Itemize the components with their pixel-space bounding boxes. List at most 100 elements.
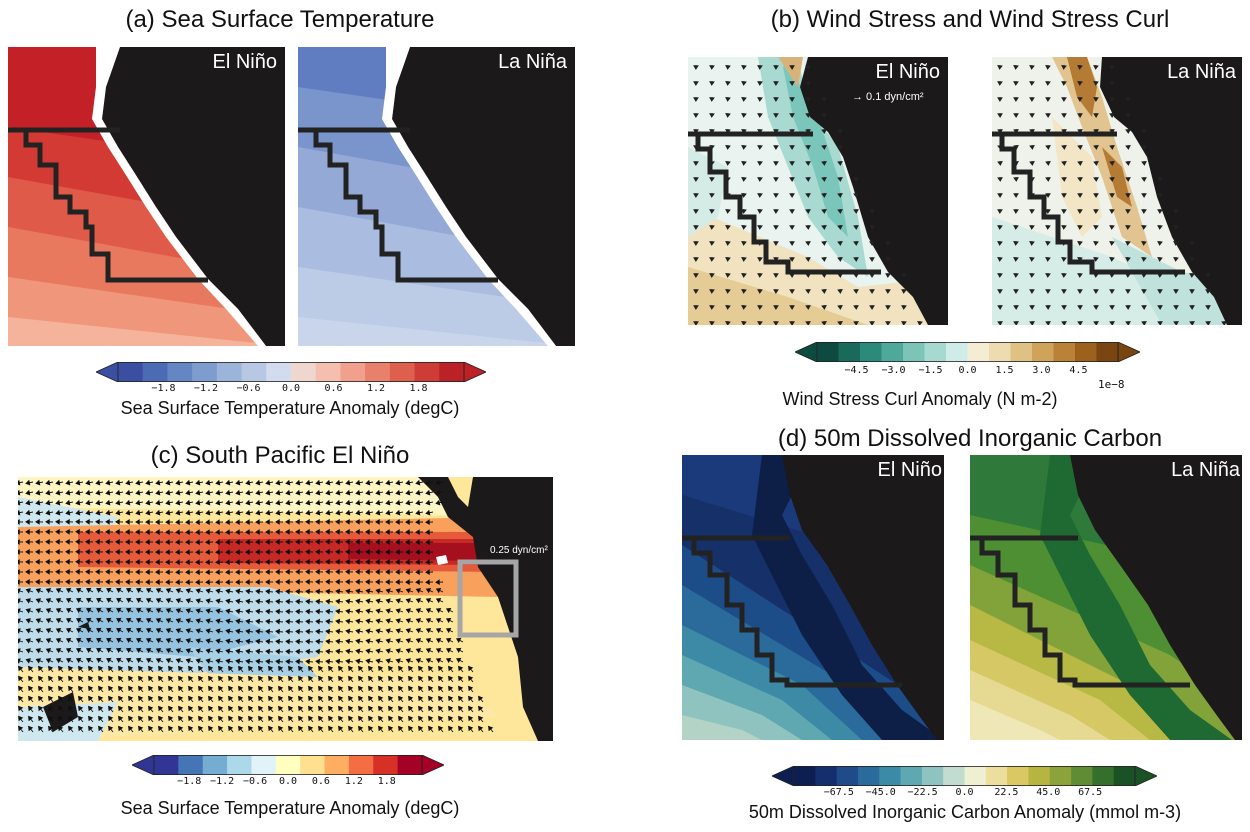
wind-arrow-head [108,685,114,692]
wind-arrow-head [138,715,144,722]
wind-arrow-head [45,509,51,516]
wind-arrow-head [18,648,21,654]
wind-arrow-head [118,685,124,692]
wind-arrow-head [145,519,150,525]
wind-arrow-head [693,241,699,246]
wind-arrow-head [185,479,191,486]
wind-arrow-head [55,558,60,565]
wind-arrow-head [18,569,20,575]
wind-arrow-head [385,628,391,634]
wind-arrow-head [415,489,421,496]
wind-arrow-head [315,578,320,585]
wind-arrow-head [1029,145,1035,150]
wind-arrow-head [438,695,444,702]
wind-arrow-head [741,97,747,102]
curl_b-swatch [967,342,990,362]
wind-arrow-head [245,608,251,615]
wind-arrow-head [1093,145,1099,150]
dic_d-swatch [857,766,880,786]
wind-arrow-head [18,685,24,692]
wind-arrow-head [135,479,141,486]
wind-arrow-head [308,665,314,672]
wind-arrow-head [315,648,321,655]
wind-arrow-head [235,549,240,556]
wind-arrow-head [205,549,210,556]
wind-arrow-head [145,637,152,644]
wind-arrow-head [138,675,144,682]
wind-arrow-head [195,529,200,536]
wind-arrow-head [175,618,181,624]
wind-arrow-head [245,579,250,585]
wind-arrow-head [468,725,474,732]
wind-arrow-head [85,538,90,545]
wind-arrow-head [335,509,341,516]
wind-arrow-head [25,489,31,496]
map-c-south-pacific: 0.25 dyn/cm² [18,477,553,741]
wind-arrow-head [18,499,21,506]
wind-arrow-head [741,81,747,86]
sst_a-swatch [216,362,243,382]
wind-arrow-head [478,725,484,732]
wind-arrow-head [55,627,62,634]
curl_b-tick-label: 4.5 [1069,365,1088,376]
wind-arrow-head [385,608,391,614]
wind-arrow-head [425,509,431,516]
wind-arrow-head [385,549,390,555]
wind-arrow-head [1141,161,1147,166]
wind-arrow-head [315,538,320,545]
wind-arrow-head [255,529,260,535]
wind-arrow-head [178,725,184,732]
panel-b-el-nino-label: El Niño [875,61,940,83]
dic_d-swatch [1071,766,1093,786]
wind-arrow-head [789,129,795,134]
wind-arrow-head [55,587,62,594]
wind-arrow-head [65,637,72,644]
wind-arrow-head [378,725,384,732]
wind-arrow-head [235,628,241,635]
wind-arrow-head [405,549,410,555]
curl_b-swatch [989,342,1011,362]
sst_c-swatch [178,755,204,775]
colorbar-curl-b [794,341,1141,363]
wind-arrow-head [275,499,281,506]
wind-arrow-head [837,321,843,325]
wind-arrow-head [709,65,715,70]
curl_b-swatch [881,342,904,362]
wind-arrow-head [709,193,715,198]
wind-arrow-head [885,241,891,246]
wind-arrow-head [208,705,214,712]
wind-arrow-head [305,638,311,645]
wind-arrow-head [805,273,811,278]
wind-arrow-head [1189,305,1195,310]
wind-arrow-head [255,499,261,506]
wind-arrow-head [1109,161,1115,166]
wind-arrow-head [208,725,214,732]
wind-arrow-head [1189,289,1195,294]
wind-arrow-head [188,695,194,702]
wind-arrow-head [165,519,170,526]
curl_b-extend-high [1117,341,1141,363]
wind-arrow-head [125,657,132,664]
wind-arrow-head [135,499,141,506]
wind-arrow-head [116,607,122,613]
wind-arrow-head [448,715,454,722]
wind-arrow-head [415,529,420,536]
wind-arrow-head [178,685,184,692]
wind-arrow-head [165,638,172,644]
wind-arrow-head [48,725,54,732]
wind-arrow-head [215,588,221,595]
wind-arrow-head [108,705,114,712]
wind-arrow-head [225,648,231,655]
wind-arrow-head [415,598,422,604]
wind-arrow-head [18,539,20,545]
wind-arrow-head [997,241,1003,246]
wind-arrow-head [175,658,181,664]
wind-arrow-head [28,685,34,692]
wind-arrow-head [853,193,859,198]
wind-arrow-head [1077,289,1083,294]
wind-arrow-head [225,519,230,526]
wind-arrow-head [155,627,162,634]
wind-arrow-head [218,695,224,702]
wind-arrow-head [385,479,391,486]
wind-arrow-head [1173,225,1179,230]
